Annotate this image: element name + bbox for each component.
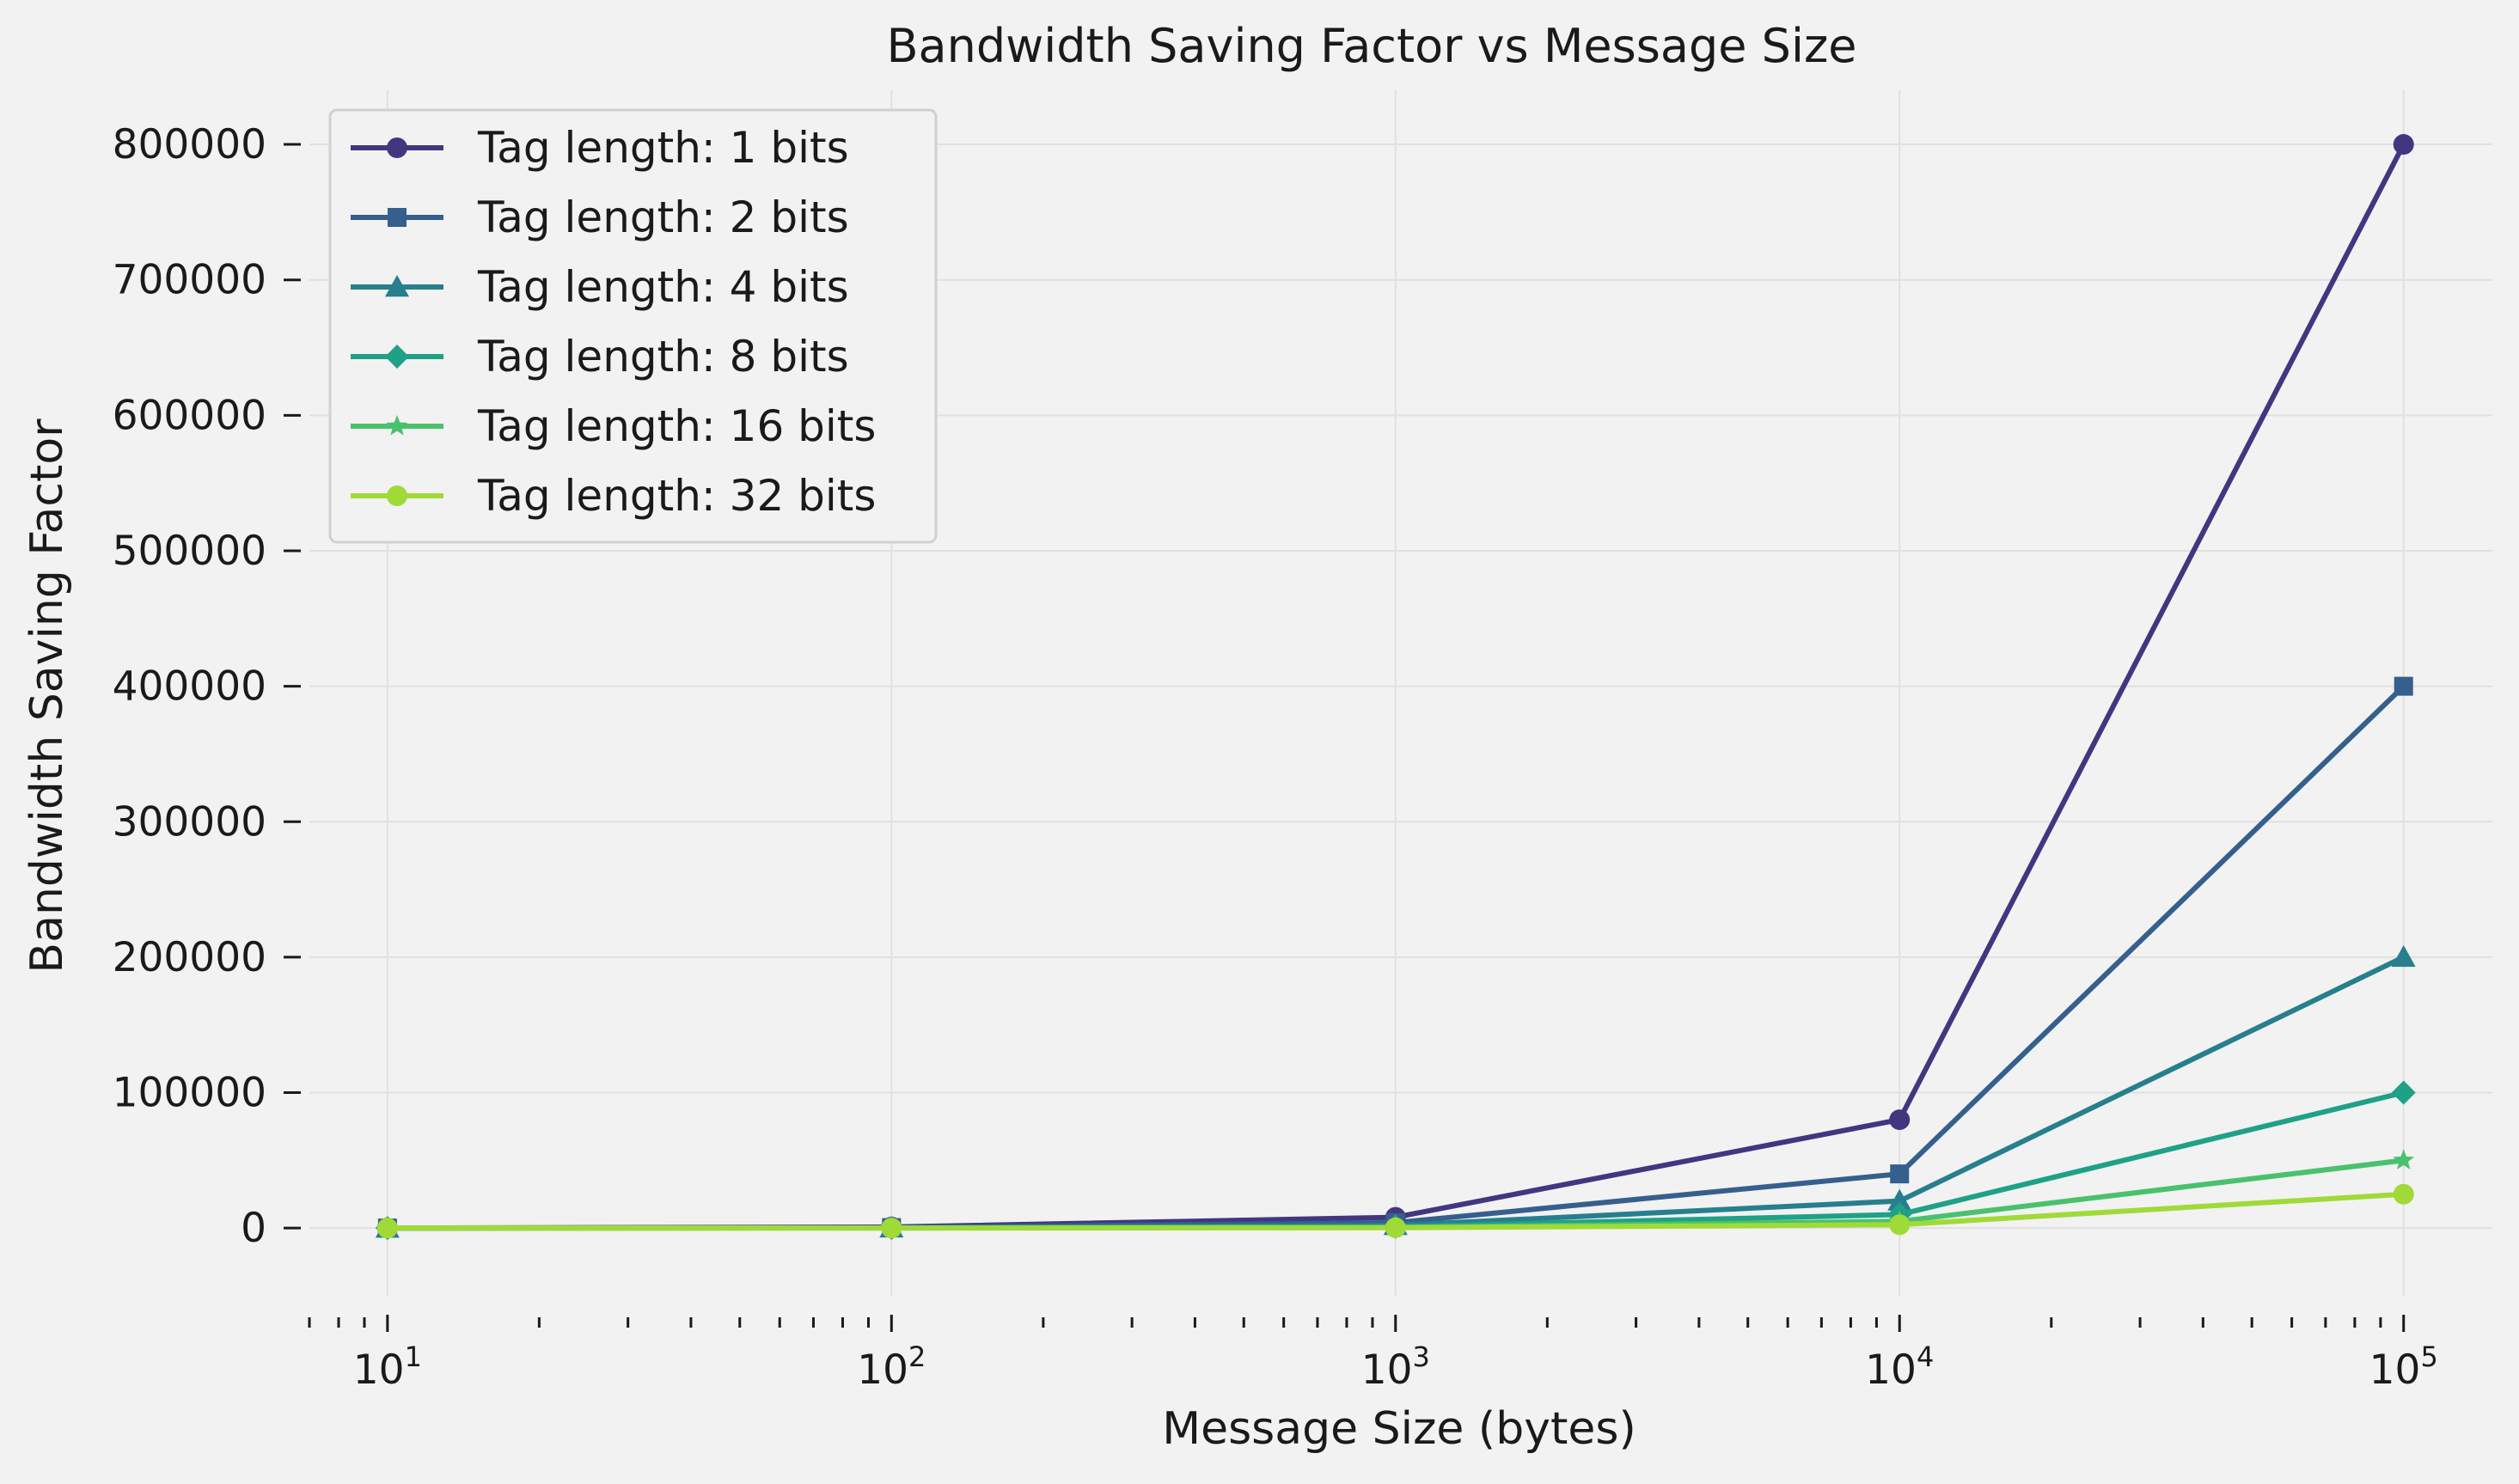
- x-tick-label: 101: [353, 1340, 422, 1394]
- x-axis: 101 102 103 104 105: [308, 1315, 2438, 1394]
- x-tick-label: 102: [857, 1340, 926, 1394]
- data-point: [2393, 1149, 2415, 1169]
- data-point: [1889, 1109, 1911, 1131]
- y-tick-label: 600000: [113, 392, 266, 439]
- legend-label: Tag length: 8 bits: [477, 332, 849, 382]
- y-axis-label: Bandwidth Saving Factor: [21, 418, 73, 974]
- legend-label: Tag length: 16 bits: [477, 401, 876, 451]
- x-tick-label: 103: [1361, 1340, 1430, 1394]
- y-tick-label: 700000: [113, 257, 266, 304]
- data-point: [376, 1218, 398, 1239]
- x-tick-label-base: 10: [2369, 1347, 2421, 1394]
- data-point: [2393, 1183, 2414, 1205]
- x-tick-label-exponent: 2: [908, 1340, 926, 1373]
- plot-area: [375, 134, 2416, 1241]
- legend-label: Tag length: 4 bits: [477, 262, 849, 312]
- legend-swatch-marker: [387, 486, 407, 506]
- legend-swatch-marker: [386, 415, 408, 436]
- y-tick-label: 800000: [113, 121, 266, 168]
- y-tick-label: 500000: [113, 528, 266, 575]
- x-tick-label: 105: [2369, 1340, 2438, 1394]
- data-point: [1385, 1217, 1406, 1238]
- x-tick-label-exponent: 5: [2420, 1340, 2437, 1373]
- y-tick-label: 400000: [113, 663, 266, 711]
- x-tick-label-exponent: 3: [1413, 1340, 1430, 1373]
- legend-item: Tag length: 32 bits: [351, 471, 876, 521]
- legend-box: [328, 108, 938, 544]
- data-point: [1890, 1164, 1910, 1184]
- x-tick-label-base: 10: [1361, 1347, 1413, 1394]
- y-tick-label: 0: [241, 1205, 266, 1252]
- data-point: [2393, 134, 2414, 156]
- chart-title: Bandwidth Saving Factor vs Message Size: [886, 19, 1856, 73]
- x-tick-label-exponent: 1: [405, 1340, 422, 1373]
- x-tick-label-base: 10: [1865, 1347, 1917, 1394]
- data-point: [1889, 1214, 1911, 1236]
- legend-item: Tag length: 8 bits: [351, 332, 849, 382]
- data-point: [2394, 676, 2413, 696]
- legend-item: Tag length: 16 bits: [351, 401, 876, 451]
- legend-label: Tag length: 2 bits: [477, 192, 849, 242]
- x-tick-label-base: 10: [353, 1347, 405, 1394]
- legend: Tag length: 1 bits Tag length: 2 bits Tag …: [328, 108, 938, 544]
- data-point: [881, 1218, 902, 1239]
- y-tick-label: 200000: [113, 934, 266, 981]
- data-point: [1887, 1188, 1912, 1211]
- grid: [309, 90, 2492, 1296]
- legend-swatch-marker: [388, 208, 407, 227]
- legend-item: Tag length: 1 bits: [351, 123, 849, 173]
- legend-swatch-marker: [385, 275, 409, 297]
- x-axis-label: Message Size (bytes): [1162, 1403, 1636, 1455]
- data-point: [2391, 944, 2416, 968]
- x-tick-label: 104: [1865, 1340, 1934, 1394]
- legend-swatch-marker: [387, 137, 407, 158]
- legend-item: Tag length: 2 bits: [351, 192, 849, 242]
- y-tick-label: 100000: [113, 1070, 266, 1117]
- x-tick-label-exponent: 4: [1917, 1340, 1934, 1373]
- y-axis: 0 100000 200000 300000 400000 500000 600000 700…: [113, 121, 301, 1252]
- series-6: [376, 1183, 2414, 1239]
- x-tick-label-base: 10: [857, 1347, 908, 1394]
- data-point: [2391, 1080, 2416, 1105]
- y-tick-label: 300000: [113, 798, 266, 846]
- legend-swatch-marker: [385, 345, 409, 369]
- legend-label: Tag length: 1 bits: [477, 123, 849, 173]
- legend-item: Tag length: 4 bits: [351, 262, 849, 312]
- legend-label: Tag length: 32 bits: [477, 471, 876, 521]
